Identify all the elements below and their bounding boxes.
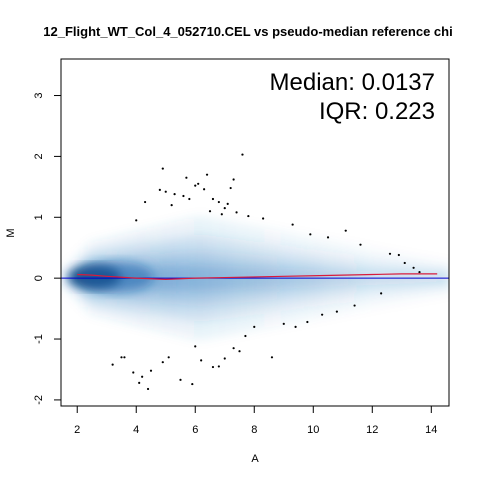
outlier-point <box>321 313 324 316</box>
x-tick-label: 8 <box>251 424 257 436</box>
outlier-point <box>232 347 235 350</box>
outlier-point <box>217 200 220 204</box>
outlier-point <box>138 381 141 384</box>
x-axis: 2 4 6 8 10 12 14 <box>74 405 437 436</box>
loess-trend-line <box>77 273 438 280</box>
outlier-point <box>205 173 209 176</box>
outlier-point <box>309 233 312 236</box>
y-tick-label: -1 <box>33 334 45 344</box>
outlier-point <box>197 182 200 185</box>
x-tick-label: 2 <box>74 424 80 436</box>
y-tick-label: 3 <box>33 92 45 98</box>
outlier-point <box>203 188 206 191</box>
y-tick-label: 1 <box>33 214 45 220</box>
outlier-point <box>238 350 241 353</box>
outlier-point <box>111 363 114 366</box>
outlier-point <box>149 369 153 372</box>
outlier-point <box>143 200 147 204</box>
outlier-points <box>111 153 421 391</box>
outlier-point <box>244 334 247 338</box>
x-tick-label: 10 <box>307 424 319 436</box>
outlier-point <box>194 184 197 187</box>
outlier-point <box>223 357 226 360</box>
outlier-point <box>241 153 244 156</box>
outlier-point <box>418 270 421 274</box>
outlier-point <box>167 356 170 359</box>
outlier-point <box>397 253 400 257</box>
outlier-point <box>161 167 164 170</box>
outlier-point <box>188 197 191 201</box>
outlier-point <box>120 356 123 359</box>
outlier-point <box>135 219 138 222</box>
outlier-point <box>306 320 309 324</box>
outlier-point <box>335 310 338 313</box>
outlier-point <box>388 252 392 255</box>
outlier-point <box>161 361 164 364</box>
outlier-point <box>344 229 347 232</box>
median-annotation: Median: 0.0137 <box>270 69 435 96</box>
outlier-point <box>412 266 415 269</box>
outlier-point <box>170 204 173 207</box>
outlier-point <box>217 365 220 368</box>
x-tick-label: 12 <box>366 424 378 436</box>
chart-title: 12_Flight_WT_Col_4_052710.CEL vs pseudo-… <box>43 24 452 39</box>
outlier-point <box>164 190 167 193</box>
outlier-point <box>179 378 182 381</box>
outlier-point <box>200 359 203 362</box>
outlier-point <box>146 387 150 391</box>
outlier-point <box>262 217 265 220</box>
y-tick-label: 0 <box>33 275 45 281</box>
outlier-point <box>226 202 229 205</box>
outlier-point <box>232 178 235 181</box>
outlier-point <box>191 382 194 386</box>
outlier-point <box>123 356 126 359</box>
x-tick-label: 14 <box>425 424 437 436</box>
outlier-point <box>211 197 215 201</box>
outlier-point <box>294 325 297 328</box>
outlier-point <box>194 345 197 348</box>
outlier-point <box>229 186 232 190</box>
outlier-point <box>380 292 383 295</box>
x-tick-label: 4 <box>133 424 139 436</box>
y-tick-label: -2 <box>33 395 45 405</box>
outlier-point <box>403 261 406 265</box>
outlier-point <box>132 371 135 374</box>
outlier-point <box>220 213 223 216</box>
outlier-point <box>235 211 238 214</box>
iqr-annotation: IQR: 0.223 <box>319 98 435 125</box>
outlier-point <box>182 194 185 198</box>
outlier-point <box>223 207 226 210</box>
outlier-point <box>253 325 256 328</box>
y-axis: -2 -1 0 1 2 3 <box>33 92 62 405</box>
outlier-point <box>173 193 176 196</box>
y-tick-label: 2 <box>33 153 45 159</box>
outlier-point <box>326 236 330 239</box>
outlier-point <box>353 304 356 307</box>
x-tick-label: 6 <box>192 424 198 436</box>
outlier-point <box>185 176 188 179</box>
x-axis-label: A <box>251 453 259 465</box>
outlier-point <box>291 223 294 226</box>
outlier-point <box>158 188 161 191</box>
outlier-point <box>270 356 274 359</box>
outlier-point <box>208 210 212 213</box>
outlier-point <box>211 365 215 369</box>
outlier-point <box>141 375 144 378</box>
outlier-point <box>282 322 285 325</box>
y-axis-label: M <box>5 228 17 237</box>
outlier-point <box>247 214 250 218</box>
outlier-point <box>359 243 362 246</box>
